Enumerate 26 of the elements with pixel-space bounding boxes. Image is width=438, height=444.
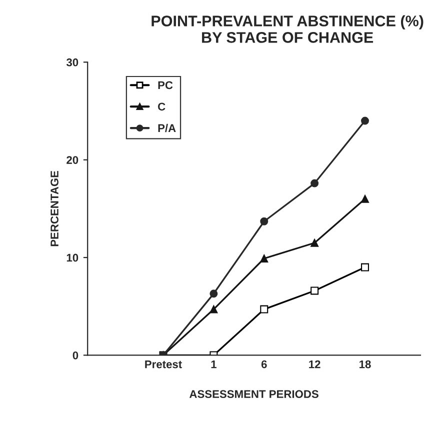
point <box>310 179 319 188</box>
chart-title: POINT-PREVALENT ABSTINENCE (%) BY STAGE OF CHANGE <box>152 15 424 43</box>
y-tick-label: 20 <box>66 156 78 164</box>
legend-label: C <box>158 102 166 111</box>
y-axis-title: PERCENTAGE <box>50 170 58 246</box>
point <box>260 305 268 314</box>
y-tick-label: 30 <box>66 58 78 66</box>
point <box>310 286 319 295</box>
x-axis-title: ASSESSMENT PERIODS <box>189 390 318 398</box>
point <box>210 305 218 314</box>
point <box>260 254 268 262</box>
point <box>210 290 218 298</box>
point <box>361 263 369 272</box>
y-tick-label: 10 <box>66 254 78 262</box>
legend-label: P/A <box>158 124 176 132</box>
point <box>260 217 268 226</box>
y-tick-label: 0 <box>72 351 78 360</box>
point <box>361 116 369 125</box>
legend-label: PC <box>158 81 173 90</box>
x-tick-label: 12 <box>309 360 320 368</box>
x-tick-label: 6 <box>261 360 267 368</box>
x-tick-label: Pretest <box>145 360 182 368</box>
point <box>361 194 369 203</box>
x-tick-label: 18 <box>360 360 371 368</box>
point <box>310 238 319 247</box>
x-tick-label: 1 <box>211 360 216 368</box>
